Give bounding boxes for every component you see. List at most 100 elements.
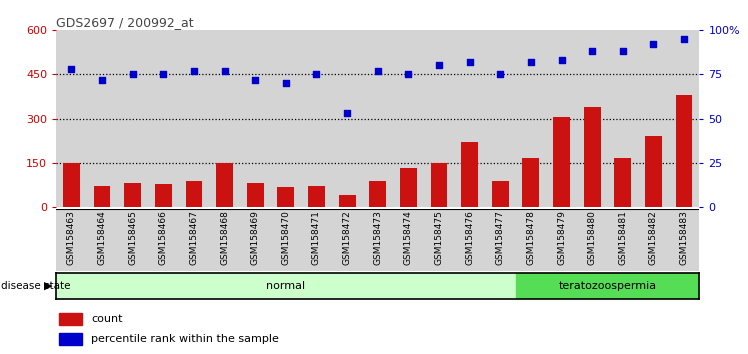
Bar xyxy=(638,209,669,271)
Point xyxy=(218,68,230,74)
Point xyxy=(126,72,138,77)
Bar xyxy=(614,158,631,207)
Bar xyxy=(515,273,699,299)
Text: teratozoospermia: teratozoospermia xyxy=(559,281,657,291)
Bar xyxy=(607,30,638,207)
Bar xyxy=(179,30,209,207)
Bar xyxy=(117,209,148,271)
Bar xyxy=(669,209,699,271)
Point xyxy=(65,66,77,72)
Text: GSM158475: GSM158475 xyxy=(435,210,444,265)
Point xyxy=(433,63,445,68)
Bar xyxy=(59,313,82,325)
Bar xyxy=(583,107,601,207)
Bar xyxy=(638,30,669,207)
Bar xyxy=(301,30,332,207)
Bar xyxy=(94,187,111,207)
Text: GSM158467: GSM158467 xyxy=(189,210,198,265)
Bar xyxy=(332,30,363,207)
Text: percentile rank within the sample: percentile rank within the sample xyxy=(91,335,279,344)
Bar xyxy=(370,181,386,207)
Bar xyxy=(87,209,117,271)
Text: GSM158481: GSM158481 xyxy=(619,210,628,265)
Bar xyxy=(240,209,271,271)
Text: GSM158480: GSM158480 xyxy=(588,210,597,265)
Bar xyxy=(400,168,417,207)
Bar xyxy=(148,30,179,207)
Point xyxy=(341,110,353,116)
Point xyxy=(188,68,200,74)
Point xyxy=(678,36,690,42)
Bar xyxy=(339,195,355,207)
Bar xyxy=(393,30,423,207)
Bar xyxy=(431,164,447,207)
Bar xyxy=(216,164,233,207)
Text: GSM158471: GSM158471 xyxy=(312,210,321,265)
Bar xyxy=(546,30,577,207)
Point xyxy=(310,72,322,77)
Text: GSM158476: GSM158476 xyxy=(465,210,474,265)
Text: GSM158465: GSM158465 xyxy=(128,210,137,265)
Text: GSM158477: GSM158477 xyxy=(496,210,505,265)
Bar xyxy=(515,30,546,207)
Bar xyxy=(454,209,485,271)
Text: GSM158470: GSM158470 xyxy=(281,210,290,265)
Bar xyxy=(271,30,301,207)
Bar xyxy=(607,209,638,271)
Bar xyxy=(209,209,240,271)
Bar xyxy=(155,184,172,207)
Bar xyxy=(669,30,699,207)
Point xyxy=(96,77,108,82)
Text: disease state: disease state xyxy=(1,281,71,291)
Bar xyxy=(186,181,203,207)
Text: GSM158466: GSM158466 xyxy=(159,210,168,265)
Point xyxy=(525,59,537,65)
Text: GSM158472: GSM158472 xyxy=(343,210,352,265)
Point xyxy=(648,41,660,47)
Text: GSM158478: GSM158478 xyxy=(527,210,536,265)
Point xyxy=(464,59,476,65)
Text: GSM158473: GSM158473 xyxy=(373,210,382,265)
Bar xyxy=(271,209,301,271)
Bar xyxy=(454,30,485,207)
Bar xyxy=(56,30,87,207)
Bar xyxy=(301,209,332,271)
Bar xyxy=(515,209,546,271)
Bar xyxy=(59,333,82,345)
Bar xyxy=(63,164,80,207)
Text: GSM158479: GSM158479 xyxy=(557,210,566,265)
Bar xyxy=(577,30,607,207)
Bar xyxy=(124,183,141,207)
Point xyxy=(556,57,568,63)
Bar xyxy=(56,273,515,299)
Point xyxy=(494,72,506,77)
Bar xyxy=(332,209,363,271)
Bar xyxy=(87,30,117,207)
Bar xyxy=(148,209,179,271)
Text: GSM158469: GSM158469 xyxy=(251,210,260,265)
Point xyxy=(617,48,629,54)
Point xyxy=(157,72,169,77)
Bar xyxy=(492,181,509,207)
Bar xyxy=(553,117,570,207)
Bar xyxy=(240,30,271,207)
Bar xyxy=(546,209,577,271)
Bar xyxy=(117,30,148,207)
Text: GSM158483: GSM158483 xyxy=(680,210,689,265)
Bar xyxy=(56,209,87,271)
Bar xyxy=(363,209,393,271)
Text: GSM158463: GSM158463 xyxy=(67,210,76,265)
Point xyxy=(372,68,384,74)
Bar xyxy=(485,30,515,207)
Bar xyxy=(308,187,325,207)
Bar xyxy=(423,209,454,271)
Bar xyxy=(577,209,607,271)
Text: GDS2697 / 200992_at: GDS2697 / 200992_at xyxy=(56,16,194,29)
Bar xyxy=(675,95,693,207)
Text: normal: normal xyxy=(266,281,305,291)
Bar xyxy=(522,158,539,207)
Bar xyxy=(247,183,263,207)
Text: GSM158468: GSM158468 xyxy=(220,210,229,265)
Bar xyxy=(423,30,454,207)
Point xyxy=(586,48,598,54)
